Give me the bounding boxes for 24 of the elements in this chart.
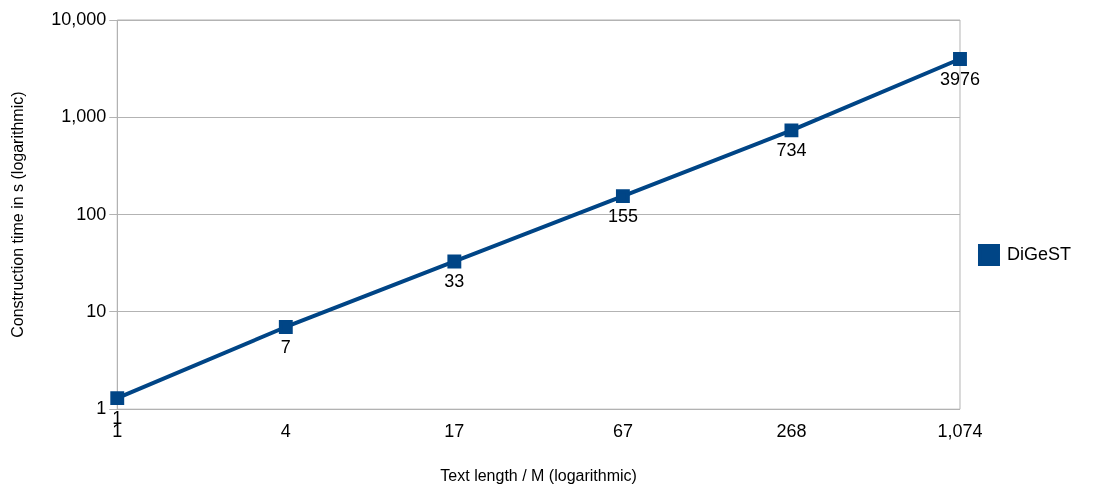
y-tick-label: 10,000 <box>51 8 107 29</box>
y-tick-label: 100 <box>76 203 107 224</box>
legend-label: DiGeST <box>1006 243 1071 264</box>
data-label: 33 <box>444 271 465 292</box>
data-label: 7 <box>280 336 291 357</box>
point <box>110 391 125 406</box>
y-tick-label: 1 <box>96 398 107 419</box>
x-tick-label: 4 <box>280 420 291 441</box>
y-tick-label: 1,000 <box>61 106 107 127</box>
x-tick-label: 17 <box>444 420 465 441</box>
x-tick-label: 67 <box>612 420 633 441</box>
data-label: 3976 <box>939 68 981 89</box>
y-tick-label: 10 <box>86 300 107 321</box>
point <box>447 254 462 269</box>
x-tick-label: 268 <box>776 420 807 441</box>
x-tick-label: 1,074 <box>937 420 983 441</box>
point <box>953 52 967 66</box>
point <box>278 320 293 334</box>
y-axis-title: Construction time in s (logarithmic) <box>9 91 27 338</box>
x-axis-title: Text length / M (logarithmic) <box>440 466 637 484</box>
point <box>615 189 630 204</box>
point <box>784 123 799 138</box>
data-label: 155 <box>607 206 638 227</box>
data-label: 734 <box>776 140 807 161</box>
